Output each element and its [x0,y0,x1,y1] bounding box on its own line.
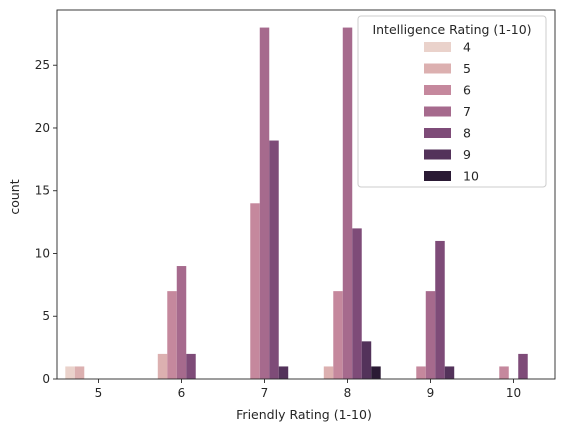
legend-label-10: 10 [463,169,479,184]
bar-6-5 [157,353,168,379]
legend-swatch-8 [424,128,451,138]
bar-9-7 [425,291,436,379]
legend-label-6: 6 [463,83,471,98]
x-tick-label-7: 7 [261,386,269,400]
bar-9-6 [416,366,426,379]
bar-6-7 [176,266,187,379]
bar-10-8 [518,353,528,379]
bar-9-8 [435,240,445,379]
bar-8-7 [342,27,353,379]
bar-8-9 [361,341,372,379]
bar-10-6 [499,366,509,379]
bar-6-8 [186,353,196,379]
bar-7-8 [269,140,279,379]
legend: Intelligence Rating (1-10) 4 5 6 7 8 9 10 [357,15,547,188]
x-tick-label-5: 5 [95,386,103,400]
y-tick-label-25: 25 [35,58,50,72]
bar-8-10 [371,366,381,379]
legend-label-7: 7 [463,104,471,119]
legend-items: 4 5 6 7 8 9 10 [424,40,479,184]
x-tick-label-10: 10 [506,386,521,400]
x-tick-label-6: 6 [178,386,186,400]
legend-swatch-6 [424,85,451,95]
bar-8-6 [333,291,343,379]
bar-7-9 [278,366,289,379]
y-tick-label-10: 10 [35,246,50,260]
bar-8-8 [352,228,362,379]
legend-label-8: 8 [463,126,471,141]
x-tick-label-9: 9 [427,386,435,400]
plot-frame [56,9,556,380]
legend-swatch-5 [424,63,451,74]
legend-swatch-4 [424,42,451,52]
y-tick-label-5: 5 [42,309,50,323]
legend-title: Intelligence Rating (1-10) [372,22,531,37]
y-tick-label-20: 20 [35,121,50,135]
bar-8-5 [323,366,334,379]
y-axis-label: count [7,179,22,214]
bar-5-4 [65,366,75,379]
x-axis-label: Friendly Rating (1-10) [236,407,372,422]
legend-swatch-7 [424,106,451,117]
legend-swatch-10 [424,171,451,181]
bar-5-5 [74,366,85,379]
bars-layer [65,27,528,379]
legend-label-5: 5 [463,61,471,76]
y-tick-label-15: 15 [35,184,50,198]
x-tick-label-8: 8 [344,386,352,400]
bar-6-6 [167,291,177,379]
axes-layer: 0 5 10 15 20 25 5 6 7 8 9 10 [35,9,556,400]
legend-swatch-9 [424,149,451,160]
bar-7-6 [250,203,260,379]
legend-frame [357,15,547,188]
bar-7-7 [259,27,270,379]
y-tick-label-0: 0 [42,372,50,386]
bar-9-9 [444,366,455,379]
legend-label-4: 4 [463,40,471,55]
legend-label-9: 9 [463,147,471,162]
